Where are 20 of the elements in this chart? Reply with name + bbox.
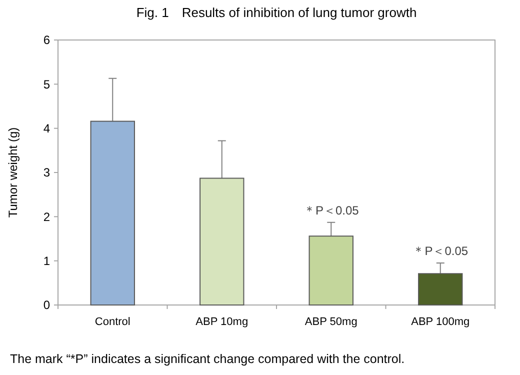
- y-tick-label: 2: [43, 210, 50, 224]
- bar: [200, 178, 244, 306]
- chart-title: Fig. 1 Results of inhibition of lung tumor growth: [136, 5, 417, 20]
- y-tick-label: 4: [43, 122, 50, 136]
- text: The mark “*P” indicates a significant change compared with the control.: [10, 352, 405, 366]
- y-tick-label: 1: [43, 254, 50, 268]
- y-tick-label: 0: [43, 298, 50, 312]
- x-tick-label: ABP 100mg: [411, 316, 470, 328]
- y-tick-label: 6: [43, 33, 50, 48]
- annotation: ＊P＜0.05: [412, 244, 468, 258]
- x-tick-label: Control: [94, 316, 130, 328]
- y-tick-label: 3: [43, 166, 50, 180]
- x-tick-label: ABP 50mg: [304, 316, 358, 328]
- y-tick-label: 5: [43, 77, 50, 92]
- bar: [418, 273, 463, 306]
- bar: [90, 120, 135, 306]
- x-tick-label: ABP 10mg: [196, 316, 248, 328]
- y-axis-title: Tumor weight (g): [6, 127, 20, 218]
- bar: [308, 236, 354, 306]
- annotation: ＊P＜0.05: [303, 203, 360, 218]
